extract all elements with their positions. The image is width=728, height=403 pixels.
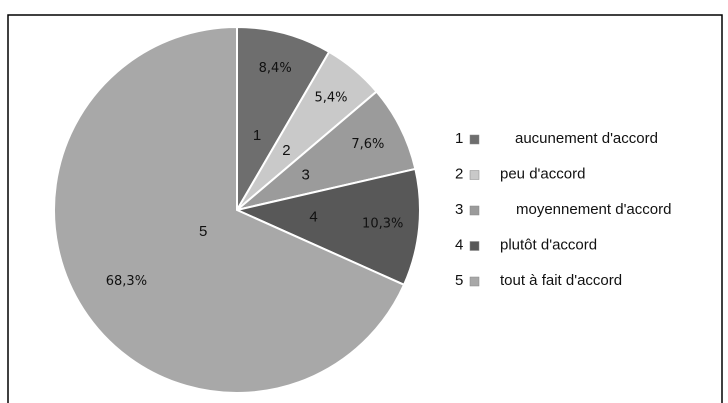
pie-slice xyxy=(236,25,331,214)
legend-number: 5 xyxy=(455,272,463,289)
legend-swatch xyxy=(469,241,480,251)
slice-number: 2 xyxy=(282,142,290,159)
data-label: 7,6% xyxy=(351,137,384,152)
slice-number: 3 xyxy=(302,167,310,184)
legend-label: plutôt d'accord xyxy=(500,236,597,253)
legend-label: peu d'accord xyxy=(500,165,585,182)
data-label: 68,3% xyxy=(106,274,147,289)
legend-swatch xyxy=(469,134,480,145)
slice-number: 4 xyxy=(309,208,317,225)
legend-number: 2 xyxy=(455,165,463,182)
legend-number: 3 xyxy=(455,201,463,218)
pie-slice xyxy=(53,25,406,394)
legend-label: moyennement d'accord xyxy=(516,201,671,218)
pie-slice xyxy=(233,167,421,287)
slice-number: 1 xyxy=(253,127,261,144)
slice-number: 5 xyxy=(199,223,207,240)
legend-label: aucunement d'accord xyxy=(515,130,658,147)
legend-swatch xyxy=(469,170,480,180)
legend-swatch xyxy=(469,276,480,287)
legend-swatch xyxy=(469,205,480,216)
legend-label: tout à fait d'accord xyxy=(500,272,622,289)
data-label: 5,4% xyxy=(315,90,348,105)
legend-number: 1 xyxy=(455,130,463,147)
data-label: 8,4% xyxy=(259,61,292,76)
chart-frame xyxy=(7,14,723,403)
data-label: 10,3% xyxy=(362,217,403,232)
legend-number: 4 xyxy=(455,236,463,253)
